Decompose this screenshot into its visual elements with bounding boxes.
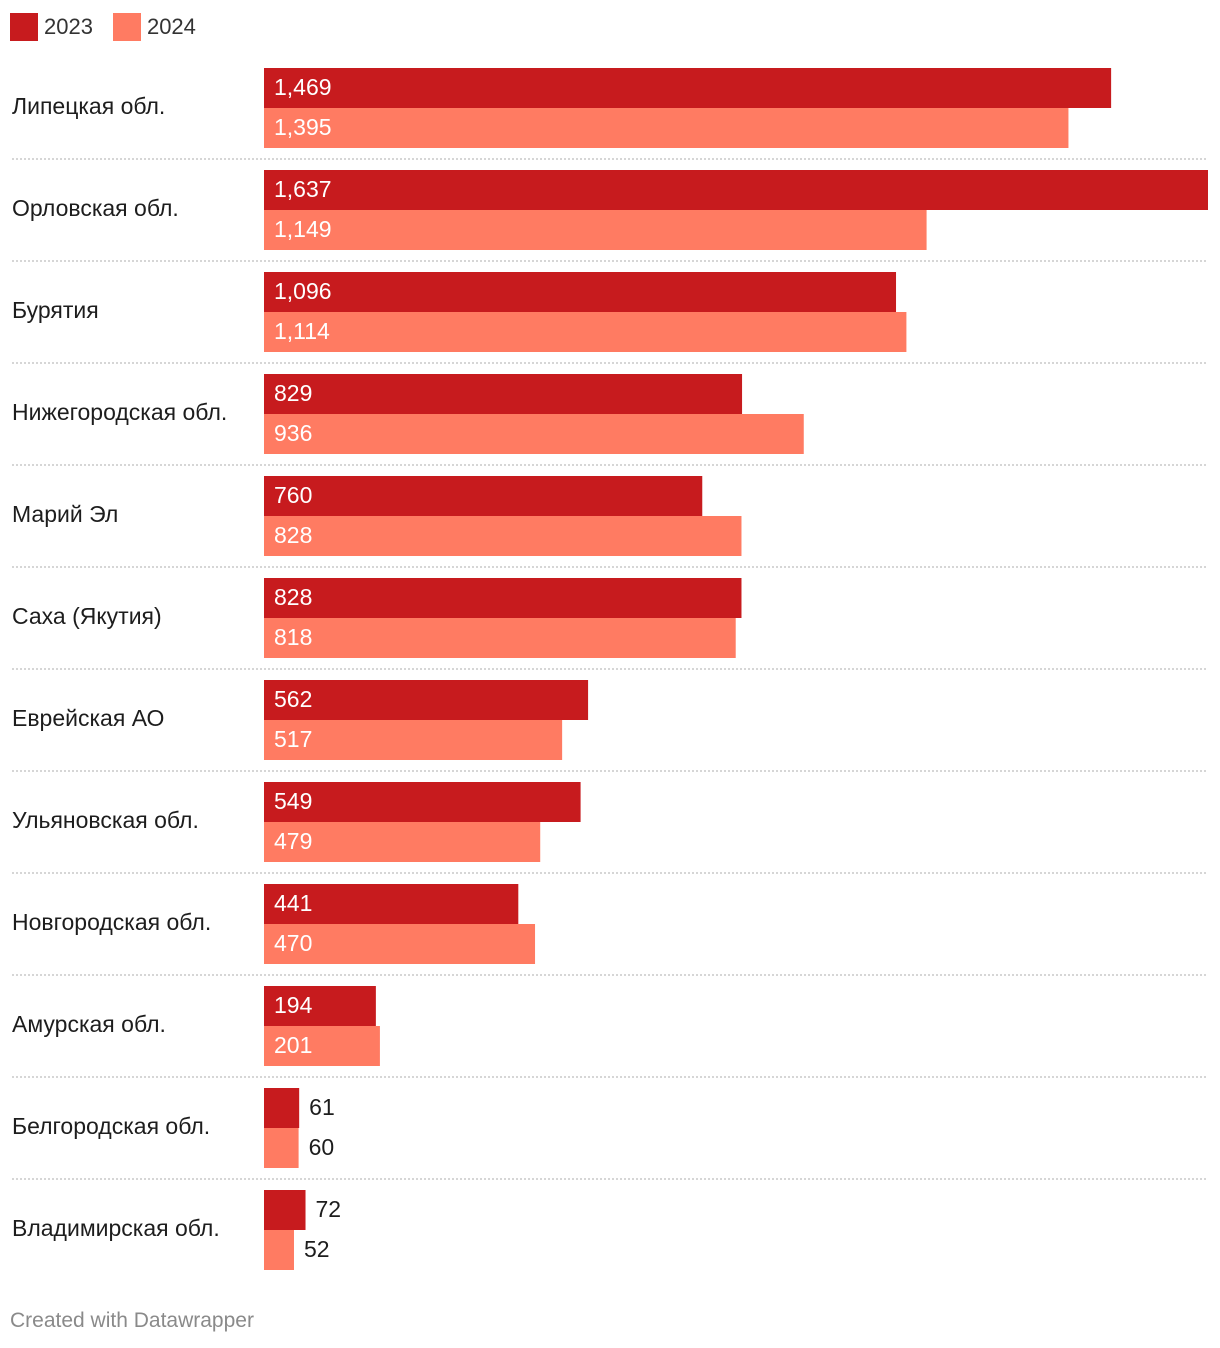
bar-2023-row-8[interactable] xyxy=(264,782,581,822)
category-label-row-8: Ульяновская обл. xyxy=(12,807,199,833)
bar-2024-row-2[interactable] xyxy=(264,210,927,250)
legend-swatch-2023 xyxy=(10,13,38,41)
value-label-2024-row-3: 1,114 xyxy=(274,318,330,344)
category-label-row-9: Новгородская обл. xyxy=(12,909,211,935)
category-label-row-11: Белгородская обл. xyxy=(12,1113,210,1139)
category-label-row-7: Еврейская АО xyxy=(12,705,164,731)
bar-2023-row-12[interactable] xyxy=(264,1190,306,1230)
bar-2023-row-3[interactable] xyxy=(264,272,897,312)
value-label-2024-row-5: 828 xyxy=(274,522,312,548)
category-label-row-3: Бурятия xyxy=(12,297,99,323)
value-label-2023-row-11: 61 xyxy=(309,1094,335,1120)
bar-2024-row-8[interactable] xyxy=(264,822,541,862)
category-label-row-10: Амурская обл. xyxy=(12,1011,166,1037)
value-label-2024-row-4: 936 xyxy=(274,420,312,446)
value-label-2024-row-2: 1,149 xyxy=(274,216,332,242)
value-label-2024-row-1: 1,395 xyxy=(274,114,332,140)
bar-2024-row-3[interactable] xyxy=(264,312,907,352)
bar-2023-row-6[interactable] xyxy=(264,578,742,618)
bar-2024-row-6[interactable] xyxy=(264,618,736,658)
category-label-row-12: Владимирская обл. xyxy=(12,1215,220,1241)
bar-2024-row-1[interactable] xyxy=(264,108,1069,148)
category-label-row-6: Саха (Якутия) xyxy=(12,603,162,629)
legend-item-2023: 2023 xyxy=(10,13,93,41)
bar-2024-row-7[interactable] xyxy=(264,720,563,760)
legend-label-2024: 2024 xyxy=(146,14,196,39)
bar-2023-row-9[interactable] xyxy=(264,884,519,924)
legend-item-2024: 2024 xyxy=(112,13,196,41)
value-label-2024-row-6: 818 xyxy=(274,624,312,650)
value-label-2023-row-12: 72 xyxy=(316,1196,342,1222)
value-label-2023-row-2: 1,637 xyxy=(274,176,332,202)
bar-2024-row-4[interactable] xyxy=(264,414,804,454)
category-label-row-4: Нижегородская обл. xyxy=(12,399,227,425)
category-label-row-1: Липецкая обл. xyxy=(12,93,165,119)
value-label-2024-row-12: 52 xyxy=(304,1236,330,1262)
value-label-2023-row-9: 441 xyxy=(274,890,312,916)
footer-credit[interactable]: Created with Datawrapper xyxy=(10,1309,254,1332)
value-label-2023-row-8: 549 xyxy=(274,788,312,814)
bar-2023-row-11[interactable] xyxy=(264,1088,300,1128)
bar-2024-row-12[interactable] xyxy=(264,1230,294,1270)
value-label-2023-row-1: 1,469 xyxy=(274,74,332,100)
value-label-2023-row-7: 562 xyxy=(274,686,312,712)
bar-2023-row-5[interactable] xyxy=(264,476,703,516)
bar-2023-row-4[interactable] xyxy=(264,374,743,414)
value-label-2023-row-4: 829 xyxy=(274,380,312,406)
legend-swatch-2024 xyxy=(112,13,141,41)
value-label-2024-row-10: 201 xyxy=(274,1032,312,1058)
bar-2024-row-9[interactable] xyxy=(264,924,536,964)
bar-2024-row-10[interactable] xyxy=(264,1026,380,1066)
bar-2023-row-2[interactable] xyxy=(264,170,1208,210)
bar-2024-row-11[interactable] xyxy=(264,1128,299,1168)
bar-2024-row-5[interactable] xyxy=(264,516,742,556)
legend-label-2023: 2023 xyxy=(44,14,93,39)
value-label-2023-row-10: 194 xyxy=(274,992,313,1018)
value-label-2024-row-8: 479 xyxy=(274,828,312,854)
value-label-2024-row-11: 60 xyxy=(309,1134,335,1160)
value-label-2023-row-6: 828 xyxy=(274,584,312,610)
chart-legend: 2023 2024 xyxy=(10,12,216,42)
value-label-2023-row-5: 760 xyxy=(274,482,312,508)
bar-2023-row-10[interactable] xyxy=(264,986,376,1026)
category-label-row-2: Орловская обл. xyxy=(12,195,179,221)
value-label-2024-row-9: 470 xyxy=(274,930,312,956)
value-label-2023-row-3: 1,096 xyxy=(274,278,332,304)
category-label-row-5: Марий Эл xyxy=(12,501,118,527)
value-label-2024-row-7: 517 xyxy=(274,726,312,752)
bar-2023-row-1[interactable] xyxy=(264,68,1112,108)
bar-2023-row-7[interactable] xyxy=(264,680,589,720)
